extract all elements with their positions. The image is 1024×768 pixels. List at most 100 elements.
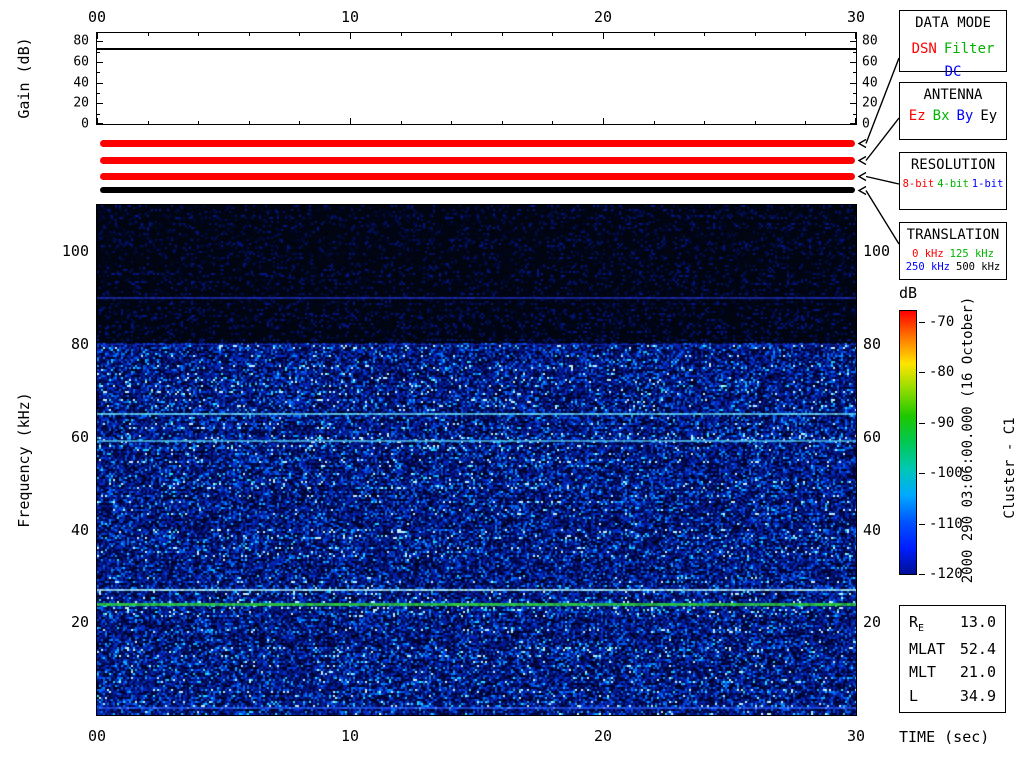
- antenna-legend-box: ANTENNA Ez Bx By Ey: [899, 82, 1007, 140]
- gain-tick-label: 0: [81, 116, 89, 132]
- colorbar-tick-label: -90: [929, 414, 955, 431]
- gain-axis-label: Gain (dB): [15, 37, 33, 119]
- axis-tick: [501, 33, 503, 36]
- time-tick-label: 10: [340, 727, 360, 745]
- gain-tick-label: 20: [73, 95, 89, 111]
- gain-tick-label: 60: [862, 54, 878, 70]
- info-row-l: L 34.9: [909, 687, 996, 705]
- orbit-info-box: RE 13.0 MLAT 52.4 MLT 21.0 L 34.9: [899, 605, 1006, 713]
- translation-legend-box: TRANSLATION 0 kHz 125 kHz 250 kHz 500 kHz: [899, 222, 1007, 280]
- legend-item-bx: Bx: [932, 108, 950, 124]
- legend-item-ey: Ey: [980, 108, 998, 124]
- legend-items: 0 kHz 125 kHz 250 kHz 500 kHz: [900, 248, 1006, 274]
- axis-tick: [451, 33, 453, 36]
- axis-tick: [853, 72, 856, 74]
- time-tick-label: 30: [846, 727, 866, 745]
- spacecraft-label: Cluster - C1: [1002, 417, 1018, 519]
- info-row-r: RE 13.0: [909, 613, 996, 634]
- info-label: MLT: [909, 663, 937, 682]
- info-label: RE: [909, 613, 925, 634]
- legend-title: TRANSLATION: [906, 227, 1000, 243]
- axis-tick: [97, 72, 100, 74]
- resolution-legend-box: RESOLUTION 8-bit 4-bit 1-bit: [899, 152, 1007, 210]
- time-tick-label: 00: [87, 8, 107, 26]
- gain-tick-label: 80: [73, 33, 89, 49]
- arrowhead-translation-icon: [857, 185, 867, 196]
- colorbar-tick-label: -110: [929, 515, 963, 532]
- axis-tick: [850, 123, 856, 124]
- axis-tick: [850, 41, 856, 43]
- info-row-mlt: MLT 21.0: [909, 663, 996, 681]
- connector-antenna: [865, 117, 900, 161]
- colorbar-tick: [919, 523, 925, 525]
- axis-tick: [97, 123, 103, 124]
- colorbar-tick: [919, 322, 925, 323]
- axis-tick: [97, 82, 103, 84]
- legend-item-125-khz: 125 kHz: [949, 248, 994, 260]
- axis-tick: [97, 33, 98, 39]
- axis-tick: [850, 82, 856, 84]
- data-mode-legend-box: DATA MODE DSN Filter DC: [899, 10, 1007, 80]
- colorbar: [899, 310, 917, 575]
- axis-tick: [97, 41, 103, 43]
- axis-tick: [97, 51, 100, 53]
- legend-item-by: By: [956, 108, 974, 124]
- axis-tick: [704, 121, 706, 124]
- time-tick-label: 20: [593, 727, 613, 745]
- gain-tick-label: 40: [73, 75, 89, 91]
- legend-item-4-bit: 4-bit: [937, 178, 969, 190]
- freq-tick-label: 20: [863, 613, 882, 632]
- legend-item-500-khz: 500 kHz: [956, 261, 1001, 273]
- legend-item-ez: Ez: [908, 108, 926, 124]
- connector-resolution: [865, 175, 900, 185]
- axis-tick: [805, 33, 807, 36]
- axis-tick: [350, 33, 351, 39]
- axis-tick: [704, 33, 706, 36]
- time-axis-label: TIME (sec): [899, 728, 990, 746]
- legend-item-0-khz: 0 kHz: [912, 248, 944, 260]
- axis-tick: [97, 118, 98, 124]
- axis-tick: [400, 33, 402, 36]
- axis-tick: [97, 103, 103, 105]
- axis-tick: [350, 118, 351, 124]
- gain-tick-label: 60: [73, 54, 89, 70]
- time-tick-label: 10: [340, 8, 360, 26]
- info-value: 52.4: [959, 639, 996, 658]
- colorbar-tick: [919, 473, 925, 475]
- status-bar-data-mode: [100, 140, 855, 147]
- legend-item-dc: DC: [944, 64, 962, 80]
- arrowhead-data-mode-icon: [857, 138, 867, 149]
- freq-tick-label: 60: [70, 427, 89, 446]
- info-label: MLAT: [909, 639, 946, 658]
- colorbar-tick: [919, 574, 925, 575]
- colorbar-tick-label: -80: [929, 364, 955, 381]
- arrowhead-antenna-icon: [857, 155, 867, 166]
- axis-tick: [855, 33, 856, 39]
- colorbar-tick: [919, 422, 925, 424]
- axis-tick: [299, 33, 301, 36]
- axis-tick: [248, 33, 250, 36]
- freq-tick-label: 40: [863, 520, 882, 539]
- time-tick-label: 00: [87, 727, 107, 745]
- info-value: 21.0: [959, 663, 996, 682]
- axis-tick: [754, 121, 756, 124]
- gain-trace: [97, 47, 856, 50]
- freq-tick-label: 60: [863, 427, 882, 446]
- axis-tick: [850, 103, 856, 105]
- gain-plot: [96, 32, 857, 125]
- axis-tick: [147, 33, 149, 36]
- colorbar-tick-label: -70: [929, 314, 955, 330]
- legend-title: RESOLUTION: [910, 157, 996, 173]
- axis-tick: [853, 92, 856, 94]
- info-label: L: [909, 686, 919, 705]
- axis-tick: [855, 118, 856, 124]
- axis-tick: [653, 121, 655, 124]
- legend-item-filter: Filter: [943, 41, 995, 57]
- axis-tick: [805, 121, 807, 124]
- frequency-axis-label: Frequency (kHz): [15, 392, 33, 528]
- legend-item-dsn: DSN: [911, 41, 937, 57]
- axis-tick: [147, 121, 149, 124]
- status-bar-translation: [100, 187, 855, 193]
- freq-tick-label: 20: [70, 613, 89, 632]
- status-bar-antenna: [100, 157, 855, 164]
